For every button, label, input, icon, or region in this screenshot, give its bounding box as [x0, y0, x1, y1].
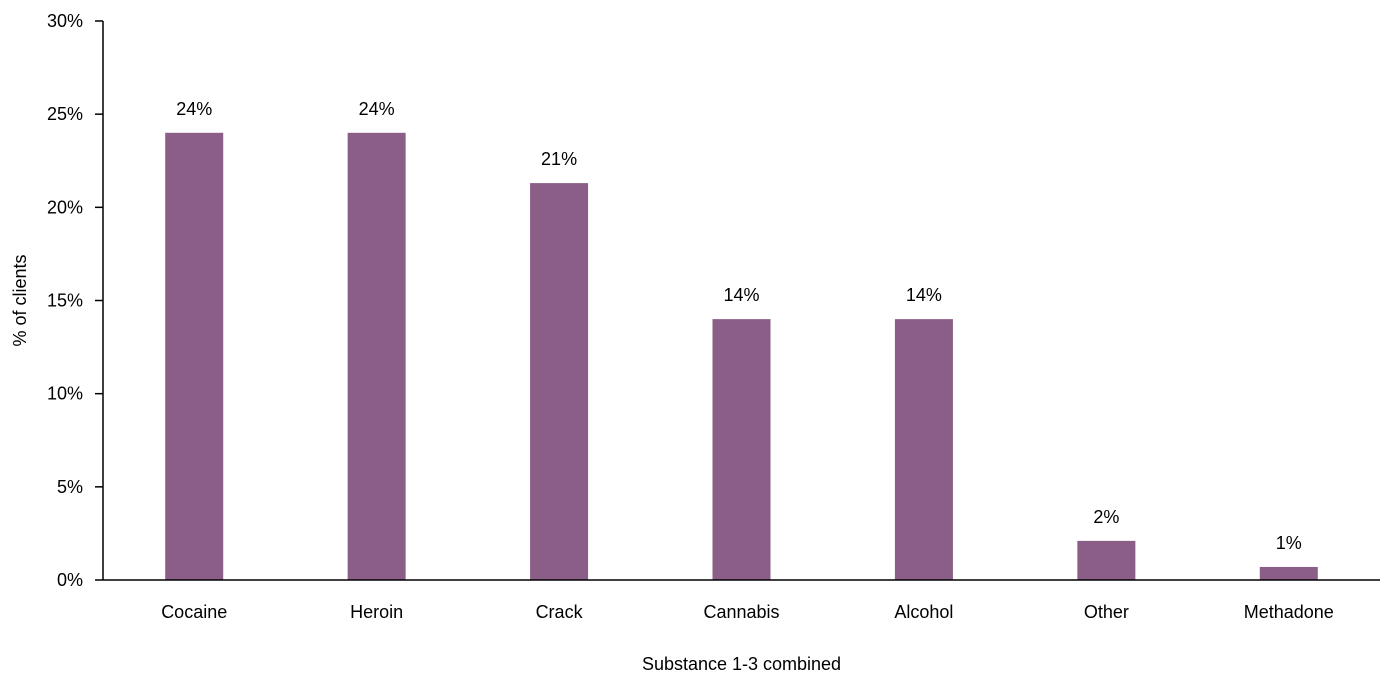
y-axis-ticks: 0% 5% 10% 15% 20% 25% 30%: [47, 11, 103, 590]
bar-alcohol: [894, 319, 953, 580]
data-label-alcohol: 14%: [906, 285, 942, 305]
bar-cannabis: [712, 319, 771, 580]
x-tick-label-alcohol: Alcohol: [894, 602, 953, 622]
y-tick-label: 10%: [47, 384, 83, 404]
x-tick-label-cocaine: Cocaine: [161, 602, 227, 622]
data-label-cocaine: 24%: [176, 99, 212, 119]
bar-cocaine: [165, 132, 224, 581]
y-axis-title: % of clients: [10, 254, 30, 346]
x-axis-title: Substance 1-3 combined: [642, 654, 841, 674]
y-tick-label: 5%: [57, 477, 83, 497]
data-label-methadone: 1%: [1276, 533, 1302, 553]
bars-group: [165, 132, 1318, 581]
x-tick-label-methadone: Methadone: [1244, 602, 1334, 622]
bar-methadone: [1259, 566, 1318, 580]
y-tick-label: 25%: [47, 104, 83, 124]
y-tick-label: 0%: [57, 570, 83, 590]
y-tick-label: 15%: [47, 291, 83, 311]
x-tick-label-other: Other: [1084, 602, 1129, 622]
bar-heroin: [347, 132, 406, 581]
x-tick-label-crack: Crack: [536, 602, 584, 622]
data-label-crack: 21%: [541, 149, 577, 169]
data-label-cannabis: 14%: [723, 285, 759, 305]
x-tick-label-cannabis: Cannabis: [703, 602, 779, 622]
x-axis-tick-labels: Cocaine Heroin Crack Cannabis Alcohol Other Me…: [161, 602, 1334, 622]
x-tick-label-heroin: Heroin: [350, 602, 403, 622]
bar-other: [1077, 540, 1136, 580]
y-tick-label: 20%: [47, 197, 83, 217]
bar-crack: [530, 183, 589, 581]
data-label-heroin: 24%: [359, 99, 395, 119]
data-label-other: 2%: [1093, 507, 1119, 527]
data-labels-group: 24% 24% 21% 14% 14% 2% 1%: [176, 99, 1302, 553]
y-tick-label: 30%: [47, 11, 83, 31]
